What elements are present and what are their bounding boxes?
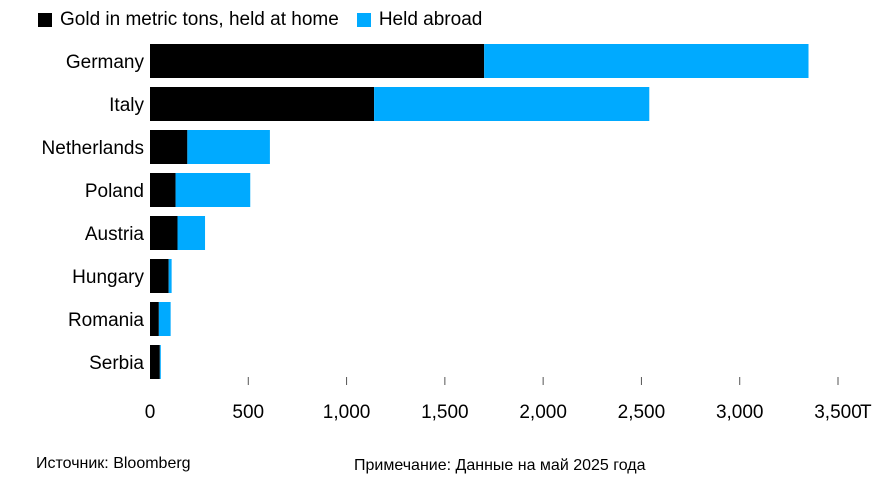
- bar-home-germany: [150, 44, 485, 78]
- x-tick-label-500: 500: [232, 402, 264, 423]
- x-axis-unit: T: [860, 402, 872, 423]
- x-tick-label-0: 0: [145, 402, 156, 423]
- legend-item-abroad: Held abroad: [356, 8, 483, 32]
- category-label-poland: Poland: [85, 181, 144, 202]
- bar-home-italy: [150, 87, 375, 121]
- bar-home-romania: [150, 302, 159, 336]
- legend-item-home: Gold in metric tons, held at home: [38, 8, 339, 32]
- legend-label-home: Gold in metric tons, held at home: [60, 9, 339, 30]
- x-tick-label-2000: 2,000: [519, 402, 567, 423]
- bar-home-austria: [150, 216, 178, 250]
- x-tick-label-3000: 3,000: [716, 402, 764, 423]
- bar-abroad-austria: [177, 216, 206, 250]
- bar-abroad-hungary: [168, 259, 172, 293]
- legend: Gold in metric tons, held at home Held a…: [38, 8, 500, 32]
- bar-abroad-italy: [374, 87, 650, 121]
- bar-home-poland: [150, 173, 176, 207]
- source-note: Источник: Bloomberg: [36, 455, 191, 472]
- data-note: Примечание: Данные на май 2025 года: [354, 457, 646, 474]
- category-label-serbia: Serbia: [89, 353, 144, 374]
- bar-abroad-serbia: [159, 345, 161, 379]
- x-tick-label-3500: 3,500: [814, 402, 862, 423]
- bar-home-netherlands: [150, 130, 188, 164]
- category-label-italy: Italy: [109, 95, 144, 116]
- x-tick-label-1000: 1,000: [323, 402, 371, 423]
- legend-label-abroad: Held abroad: [378, 9, 483, 30]
- bar-home-hungary: [150, 259, 169, 293]
- x-tick-label-2500: 2,500: [618, 402, 666, 423]
- bar-abroad-germany: [484, 44, 809, 78]
- bar-abroad-romania: [158, 302, 171, 336]
- category-label-romania: Romania: [68, 310, 144, 331]
- bar-abroad-netherlands: [187, 130, 270, 164]
- x-tick-label-1500: 1,500: [421, 402, 469, 423]
- category-label-netherlands: Netherlands: [42, 138, 144, 159]
- category-label-germany: Germany: [66, 52, 145, 73]
- legend-swatch-abroad: [356, 13, 371, 27]
- bar-abroad-poland: [175, 173, 251, 207]
- category-label-austria: Austria: [85, 224, 145, 245]
- bar-home-serbia: [150, 345, 160, 379]
- legend-swatch-home: [38, 13, 52, 27]
- category-label-hungary: Hungary: [72, 267, 144, 288]
